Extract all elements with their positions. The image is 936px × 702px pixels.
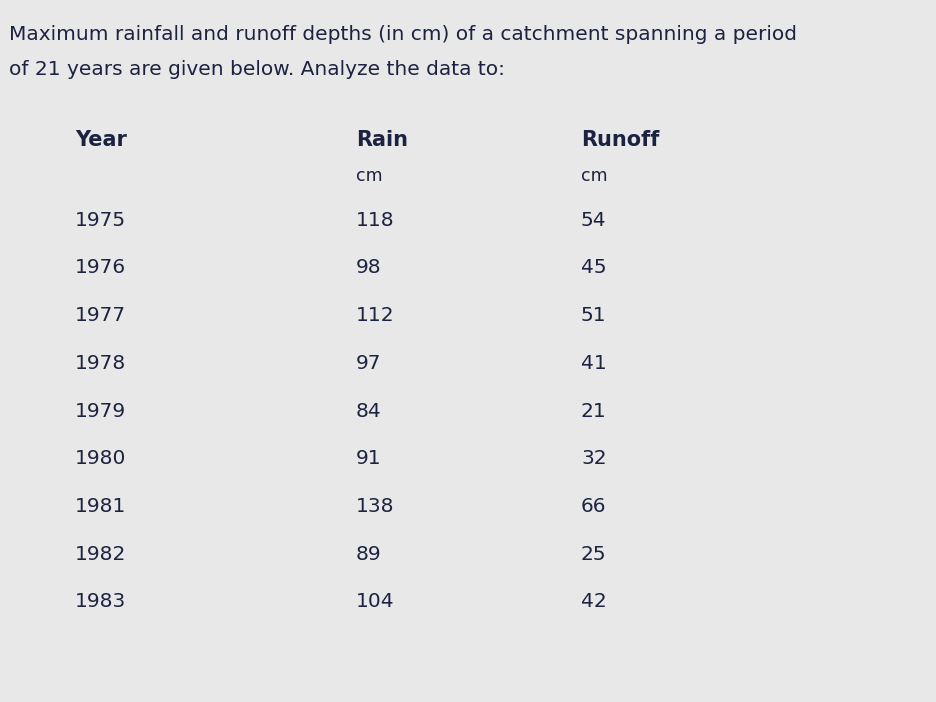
- Text: 51: 51: [580, 306, 606, 325]
- Text: Runoff: Runoff: [580, 130, 659, 150]
- Text: 1982: 1982: [75, 545, 126, 564]
- Text: 1981: 1981: [75, 497, 126, 516]
- Text: 118: 118: [356, 211, 394, 230]
- Text: 66: 66: [580, 497, 606, 516]
- Text: 89: 89: [356, 545, 381, 564]
- Text: 21: 21: [580, 402, 606, 420]
- Text: 84: 84: [356, 402, 381, 420]
- Text: 32: 32: [580, 449, 606, 468]
- Text: 138: 138: [356, 497, 394, 516]
- Text: Rain: Rain: [356, 130, 407, 150]
- Text: 1975: 1975: [75, 211, 126, 230]
- Text: 1978: 1978: [75, 354, 126, 373]
- Text: 1976: 1976: [75, 258, 126, 277]
- Text: 104: 104: [356, 592, 394, 611]
- Text: 1983: 1983: [75, 592, 126, 611]
- Text: 45: 45: [580, 258, 606, 277]
- Text: of 21 years are given below. Analyze the data to:: of 21 years are given below. Analyze the…: [9, 60, 505, 79]
- Text: 42: 42: [580, 592, 606, 611]
- Text: Year: Year: [75, 130, 126, 150]
- Text: 1980: 1980: [75, 449, 126, 468]
- Text: 1979: 1979: [75, 402, 126, 420]
- Text: cm: cm: [580, 167, 607, 185]
- Text: cm: cm: [356, 167, 382, 185]
- Text: 97: 97: [356, 354, 381, 373]
- Text: 1977: 1977: [75, 306, 126, 325]
- Text: Maximum rainfall and runoff depths (in cm) of a catchment spanning a period: Maximum rainfall and runoff depths (in c…: [9, 25, 797, 44]
- Text: 91: 91: [356, 449, 381, 468]
- Text: 112: 112: [356, 306, 394, 325]
- Text: 98: 98: [356, 258, 381, 277]
- Text: 41: 41: [580, 354, 606, 373]
- Text: 25: 25: [580, 545, 606, 564]
- Text: 54: 54: [580, 211, 606, 230]
